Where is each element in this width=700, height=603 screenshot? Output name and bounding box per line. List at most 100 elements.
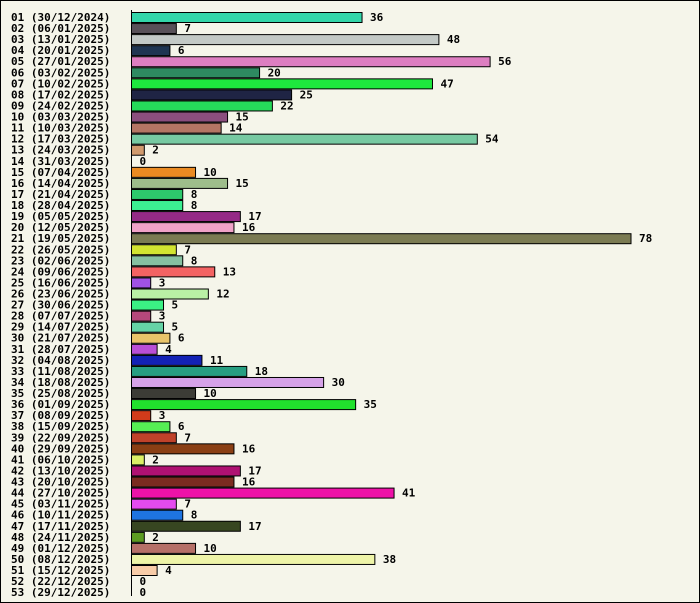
bar-value-label: 8 [191,254,198,267]
bar-value-label: 8 [191,199,198,212]
category-label: 29 (14/07/2025) [11,321,110,334]
category-label: 24 (09/06/2025) [11,265,110,278]
bar [131,421,171,433]
bar [131,277,152,289]
bar [131,432,177,444]
category-label: 47 (17/11/2025) [11,520,110,533]
bar [131,244,177,256]
category-label: 14 (31/03/2025) [11,155,110,168]
bar [131,542,197,554]
category-label: 43 (20/10/2025) [11,476,110,489]
category-label: 17 (21/04/2025) [11,188,110,201]
bar-value-label: 78 [639,232,652,245]
bar [131,520,241,532]
bar-value-label: 48 [447,33,460,46]
category-label: 25 (16/06/2025) [11,276,110,289]
bar [131,365,248,377]
bar-value-label: 20 [268,66,281,79]
bar-value-label: 6 [178,44,185,57]
bar-value-label: 2 [152,531,159,544]
bar-value-label: 0 [140,155,147,168]
category-label: 01 (30/12/2024) [11,11,110,24]
category-label: 27 (30/06/2025) [11,299,110,312]
bar [131,255,184,267]
category-label: 36 (01/09/2025) [11,398,110,411]
category-label: 41 (06/10/2025) [11,453,110,466]
bar-value-label: 11 [210,354,224,367]
bar-value-label: 30 [332,376,345,389]
bar [131,188,184,200]
bar-value-label: 13 [223,265,236,278]
category-label: 28 (07/07/2025) [11,310,110,323]
bar-value-label: 10 [204,387,217,400]
category-label: 13 (24/03/2025) [11,144,110,157]
bar [131,376,325,388]
bar-value-label: 5 [172,321,179,334]
bar [131,288,209,300]
category-label: 21 (19/05/2025) [11,232,110,245]
bar [131,487,395,499]
category-label: 37 (08/09/2025) [11,409,110,422]
bar-value-label: 7 [184,431,191,444]
bar-value-label: 4 [165,564,172,577]
bar [131,34,440,46]
category-label: 33 (11/08/2025) [11,365,110,378]
bar [131,454,145,466]
category-label: 12 (17/03/2025) [11,133,110,146]
bar [131,144,145,156]
category-label: 15 (07/04/2025) [11,166,110,179]
category-label: 26 (23/06/2025) [11,288,110,301]
bar [131,553,376,565]
category-label: 30 (21/07/2025) [11,332,110,345]
bar-value-label: 14 [229,122,243,135]
category-label: 31 (28/07/2025) [11,343,110,356]
bar-value-label: 22 [280,99,293,112]
bar [131,67,261,79]
bar [131,410,152,422]
category-label: 02 (06/01/2025) [11,22,110,35]
bar [131,332,171,344]
category-label: 09 (24/02/2025) [11,99,110,112]
category-label: 38 (15/09/2025) [11,420,110,433]
category-label: 22 (26/05/2025) [11,243,110,256]
bar-value-label: 12 [216,288,229,301]
bar-value-label: 4 [165,343,172,356]
category-label: 07 (10/02/2025) [11,77,110,90]
bar-value-label: 16 [242,476,256,489]
category-label: 16 (14/04/2025) [11,177,110,190]
bar-value-label: 6 [178,420,185,433]
bar [131,565,158,576]
bar [131,222,235,234]
category-label: 10 (03/03/2025) [11,111,110,124]
bar [131,321,165,333]
bar-value-label: 7 [184,498,191,511]
bar-value-label: 3 [159,310,166,323]
category-label: 46 (10/11/2025) [11,509,110,522]
bar [131,509,184,521]
bar [131,111,229,123]
category-label: 52 (22/12/2025) [11,575,110,588]
bar-value-label: 8 [191,509,198,522]
bar-value-label: 7 [184,243,191,256]
bar [131,476,235,488]
category-label: 49 (01/12/2025) [11,542,110,555]
category-label: 50 (08/12/2025) [11,553,110,566]
bar-value-label: 10 [204,166,217,179]
bar-value-label: 18 [255,365,268,378]
bar [131,56,491,68]
bar-value-label: 17 [248,520,261,533]
bar-value-label: 47 [440,77,453,90]
bar [131,399,357,411]
bar-value-label: 16 [242,221,256,234]
category-label: 04 (20/01/2025) [11,44,110,57]
bar [131,388,197,400]
category-label: 45 (03/11/2025) [11,498,110,511]
category-label: 03 (13/01/2025) [11,33,110,46]
bar-value-label: 0 [140,575,147,588]
bar [131,531,145,543]
bar [131,200,184,212]
bar-value-label: 6 [178,332,185,345]
bar-value-label: 16 [242,442,256,455]
